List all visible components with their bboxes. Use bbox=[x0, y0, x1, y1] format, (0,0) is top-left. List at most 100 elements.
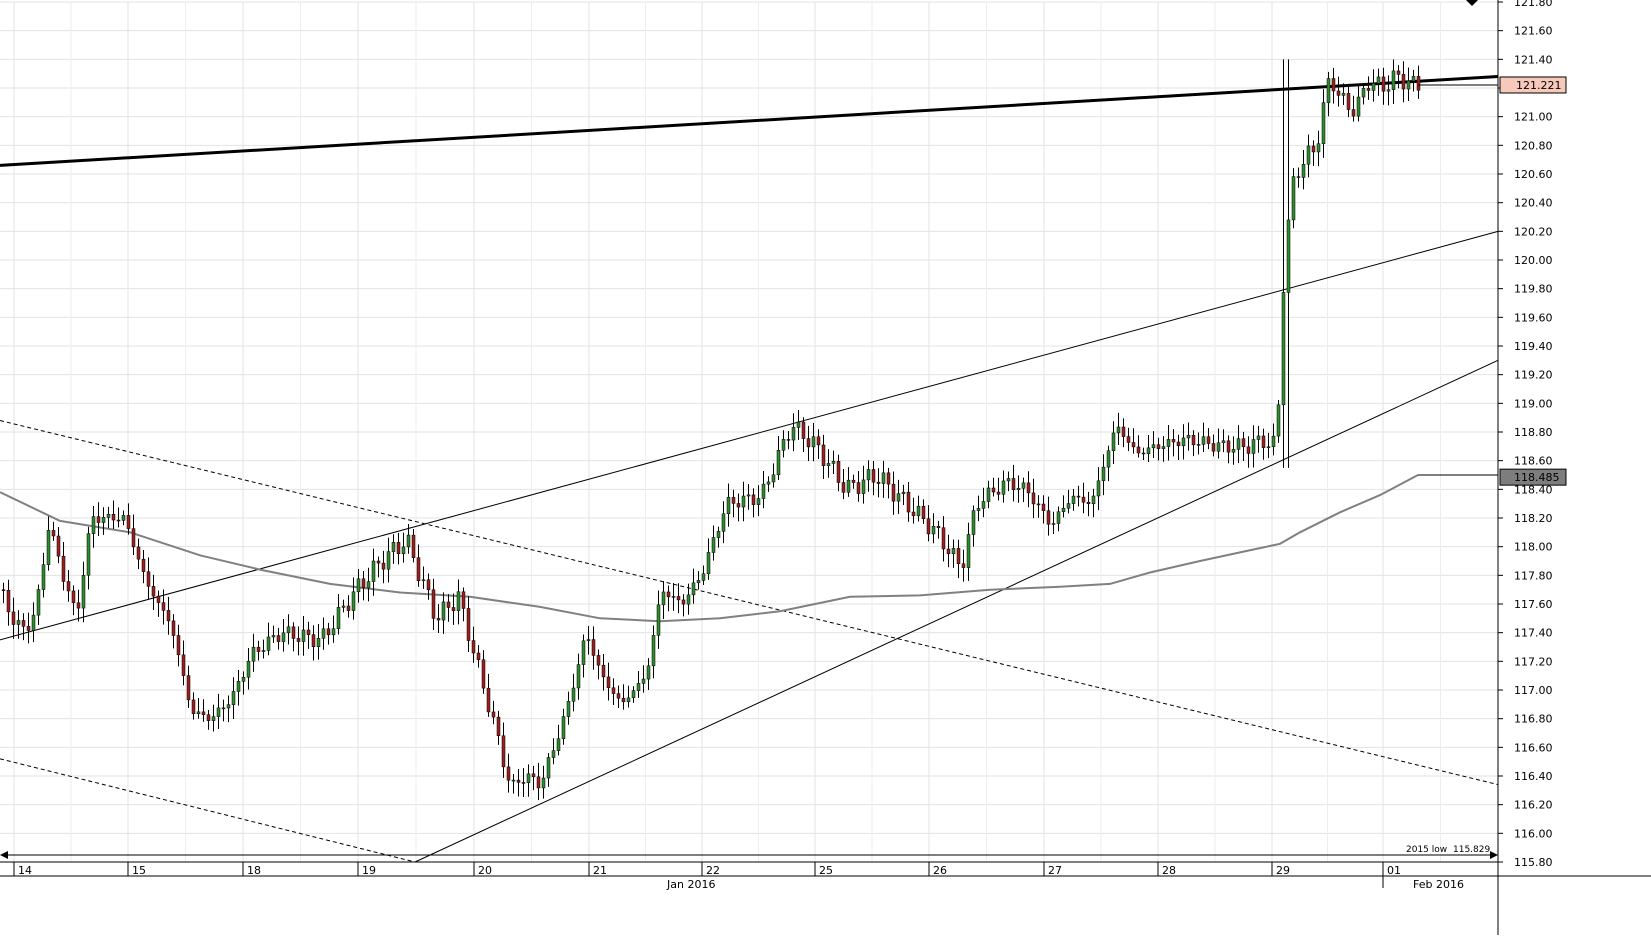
candle-body bbox=[991, 487, 996, 493]
candle-body bbox=[576, 664, 581, 689]
candle-body bbox=[1336, 90, 1341, 96]
dashed-trend-lower bbox=[0, 758, 416, 863]
candle-body bbox=[821, 444, 826, 466]
candle-body bbox=[536, 776, 541, 789]
candle-body bbox=[541, 777, 546, 789]
candle-body bbox=[1266, 446, 1271, 448]
candle-body bbox=[356, 578, 361, 593]
candle-body bbox=[1161, 446, 1166, 449]
candle-body bbox=[321, 628, 326, 639]
current-price-label: 121.221 bbox=[1516, 79, 1562, 92]
candle-body bbox=[1166, 439, 1171, 447]
candle-body bbox=[1106, 450, 1111, 468]
candle-body bbox=[1331, 78, 1336, 92]
price-markers: 121.221 118.485 bbox=[1418, 0, 1567, 486]
candle-body bbox=[1056, 511, 1061, 524]
candle-body bbox=[731, 497, 736, 504]
candle-body bbox=[1196, 444, 1201, 446]
y-tick-label: 119.20 bbox=[1514, 369, 1553, 382]
candle-body bbox=[996, 491, 1001, 495]
candle-body bbox=[346, 605, 351, 611]
candle-body bbox=[496, 716, 501, 737]
candle-body bbox=[641, 678, 646, 684]
candle-body bbox=[281, 632, 286, 642]
candle-body bbox=[1236, 438, 1241, 450]
candle-body bbox=[891, 483, 896, 502]
low-annotation-value: 115.829 bbox=[1453, 845, 1490, 855]
candle-body bbox=[666, 591, 671, 598]
candle-body bbox=[341, 605, 346, 608]
candle-body bbox=[176, 635, 181, 656]
y-tick-label: 120.80 bbox=[1514, 139, 1553, 152]
candle-body bbox=[646, 665, 651, 680]
x-tick-label: 28 bbox=[1162, 864, 1176, 877]
candle-body bbox=[826, 463, 831, 466]
y-tick-label: 117.00 bbox=[1514, 684, 1553, 697]
candle-body bbox=[1406, 80, 1411, 90]
candle-body bbox=[1251, 439, 1256, 454]
major-resistance-line bbox=[0, 75, 1499, 167]
candle-body bbox=[406, 534, 411, 548]
y-tick-label: 120.20 bbox=[1514, 225, 1553, 238]
candle-body bbox=[1311, 145, 1316, 153]
candle-body bbox=[831, 461, 836, 464]
candle-body bbox=[466, 608, 471, 641]
candle-body bbox=[316, 638, 321, 647]
y-tick-label: 116.00 bbox=[1514, 827, 1553, 840]
candle-body bbox=[1216, 442, 1221, 452]
current-price-badge bbox=[1499, 76, 1567, 94]
candle-body bbox=[736, 503, 741, 508]
candle-body bbox=[41, 564, 46, 590]
dashed-trend-upper bbox=[0, 420, 1499, 786]
candle-body bbox=[851, 479, 856, 483]
candlesticks bbox=[1, 59, 1421, 801]
candle-body bbox=[616, 693, 621, 699]
candle-body bbox=[301, 629, 306, 642]
candle-body bbox=[1296, 176, 1301, 178]
candle-body bbox=[1246, 446, 1251, 454]
candle-body bbox=[531, 773, 536, 778]
candle-body bbox=[1206, 436, 1211, 444]
candle-body bbox=[521, 782, 526, 784]
y-tick-label: 119.80 bbox=[1514, 283, 1553, 296]
y-axis: 115.80 116.00 116.20 116.40 116.60 116.80 117.… bbox=[1497, 0, 1553, 935]
candle-body bbox=[366, 581, 371, 589]
candle-body bbox=[676, 596, 681, 601]
scroll-marker-icon bbox=[1466, 0, 1478, 6]
candle-body bbox=[201, 711, 206, 715]
candle-body bbox=[1001, 480, 1006, 495]
candle-body bbox=[336, 607, 341, 629]
candle-body bbox=[1116, 426, 1121, 434]
candle-body bbox=[206, 714, 211, 721]
candle-body bbox=[931, 525, 936, 535]
candle-body bbox=[1121, 426, 1126, 437]
candle-body bbox=[96, 516, 101, 523]
candle-body bbox=[266, 636, 271, 651]
candle-body bbox=[561, 716, 566, 739]
candle-body bbox=[1376, 76, 1381, 84]
y-tick-label: 121.40 bbox=[1514, 53, 1553, 66]
candle-body bbox=[1211, 443, 1216, 452]
candle-body bbox=[411, 534, 416, 558]
candle-body bbox=[1141, 452, 1146, 455]
candle-body bbox=[251, 646, 256, 662]
candle-body bbox=[941, 527, 946, 550]
candle-body bbox=[1286, 219, 1291, 293]
candle-body bbox=[906, 491, 911, 513]
candle-body bbox=[1186, 434, 1191, 439]
y-tick-label: 116.20 bbox=[1514, 799, 1553, 812]
candle-body bbox=[621, 697, 626, 703]
candle-body bbox=[781, 439, 786, 451]
candle-body bbox=[1321, 102, 1326, 144]
candle-body bbox=[1066, 503, 1071, 509]
candle-body bbox=[1221, 440, 1226, 443]
moving-average-line bbox=[0, 474, 1419, 623]
x-tick-label: 20 bbox=[478, 864, 492, 877]
candle-body bbox=[656, 604, 661, 636]
candle-body bbox=[816, 436, 821, 446]
candle-body bbox=[886, 472, 891, 485]
candle-body bbox=[986, 487, 991, 502]
candle-body bbox=[1386, 89, 1391, 92]
y-tick-label: 115.80 bbox=[1514, 856, 1553, 869]
